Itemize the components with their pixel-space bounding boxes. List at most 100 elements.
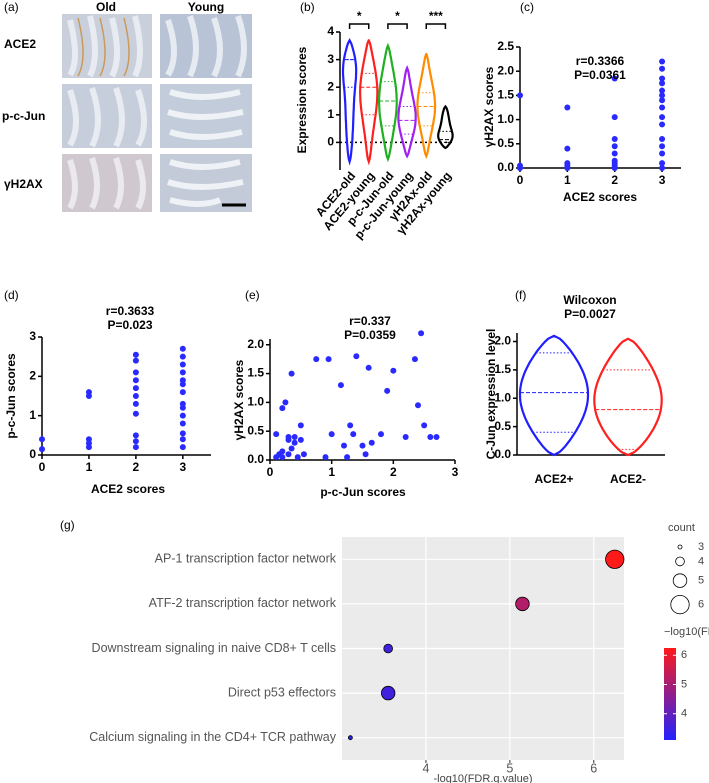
image-texture [77,17,130,77]
point [85,444,92,451]
point [285,433,292,440]
y-tick-label: 4 [327,24,334,38]
point [659,160,666,167]
point [341,442,347,449]
y-axis-label: γH2AX scores [482,66,496,147]
point [179,430,186,437]
annotation: P=0.0359 [344,328,396,342]
y-tick-label: 0.5 [247,423,264,437]
bubble [347,735,353,741]
y-tick-label: 2.0 [497,63,514,77]
x-tick-label: 1 [86,460,93,474]
legend-title: count [668,522,695,534]
point [279,454,286,461]
x-tick-label: 0 [517,173,524,187]
point [659,114,666,121]
image-texture [167,89,244,140]
y-tick-label: 2.0 [494,334,511,348]
point [179,369,186,376]
point [659,97,666,104]
legend-label: 3 [698,541,704,553]
y-tick-label: 2 [327,79,334,93]
panel-label: (b) [300,0,315,14]
point [421,422,428,429]
significance-bracket [387,23,408,29]
point [659,165,666,171]
point [564,104,571,111]
point [659,104,666,111]
x-tick-label: 3 [179,460,186,474]
violin-body [593,337,663,457]
row-label: ACE2 [4,37,36,51]
annotation: r=0.3366 [576,54,625,68]
x-axis-label: -log10(FDR.q.value) [433,773,532,783]
legend-key [675,556,685,567]
point [659,58,666,65]
point [132,432,139,439]
legend-key [677,544,683,550]
point [611,143,618,150]
colorbar-label: 5 [681,678,687,690]
point [564,145,571,152]
y-tick-label: 0 [29,447,36,461]
point [362,451,369,458]
micrographs [62,14,252,212]
point [132,369,139,376]
y-tick-label: 1 [29,408,36,422]
y-tick-label: 1.0 [247,395,264,409]
point [378,431,384,438]
point [659,80,666,87]
x-tick-label: 4 [422,761,429,775]
point [659,92,666,99]
panel-label: (f) [515,288,526,302]
point [402,433,409,440]
x-axis-label: ACE2 scores [91,482,165,496]
y-tick-label: 0.0 [494,447,511,461]
point [132,357,139,364]
violin-body [358,39,379,166]
y-tick-label: 0 [327,135,334,149]
point [179,420,186,427]
row-label: p-c-Jun [2,109,45,123]
point [365,364,372,371]
point [39,446,45,453]
legend-key [672,573,688,588]
y-tick-label: 1.0 [494,390,511,404]
point [337,382,344,389]
y-axis-label: γH2AX scores [232,359,246,440]
point [564,165,571,171]
point [179,345,186,352]
point [328,431,335,438]
point [179,389,186,396]
panel-label: (e) [245,288,260,302]
significance-label: * [357,9,362,23]
point [285,451,292,458]
point [322,454,329,461]
point [418,330,425,337]
point [297,422,304,429]
point [132,410,139,417]
y-tick-label: Direct p53 effectors [228,685,336,699]
point [659,143,666,150]
y-tick-label: Calcium signaling in the CD4+ TCR pathwa… [89,730,337,744]
x-tick-label: ACE2- [610,472,646,486]
x-tick-label: 1 [328,465,335,479]
significance-bracket [425,23,447,29]
bubble [515,596,530,612]
x-tick-label: 0 [39,460,46,474]
point [350,431,357,438]
point [132,438,139,445]
annotation: r=0.3633 [106,304,155,318]
violin-body [341,37,358,166]
point [384,387,391,394]
point [279,405,286,412]
point [411,356,418,363]
point [179,361,186,368]
x-tick-label: 2 [611,173,618,187]
annotation: P=0.0027 [564,307,616,321]
point [132,351,139,358]
y-tick-label: 2.0 [247,337,264,351]
significance-label: *** [429,9,443,23]
